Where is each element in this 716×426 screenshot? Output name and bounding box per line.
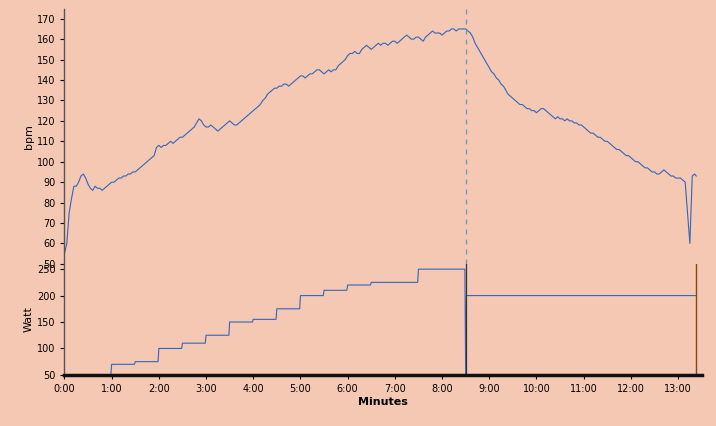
X-axis label: Minutes: Minutes [358,397,408,407]
Y-axis label: Watt: Watt [24,306,34,332]
Y-axis label: bpm: bpm [24,124,34,149]
